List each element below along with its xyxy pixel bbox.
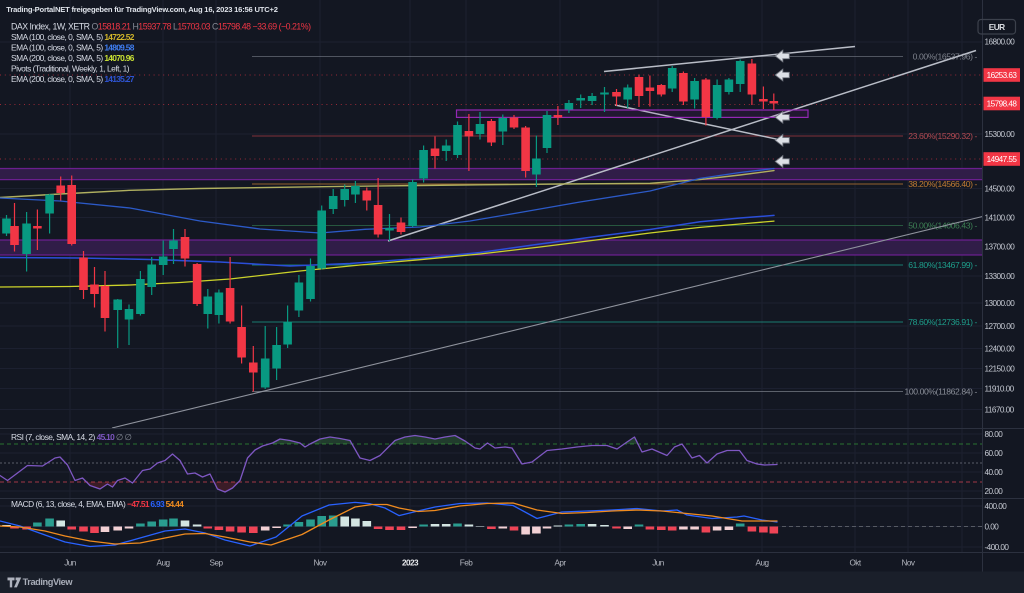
svg-text:12700.00: 12700.00 xyxy=(985,322,1016,331)
svg-text:Feb: Feb xyxy=(460,559,473,568)
svg-text:EMA (200, close, 0, SMA, 5) 1: EMA (200, close, 0, SMA, 5) 14135.27 xyxy=(11,74,135,84)
svg-text:12400.00: 12400.00 xyxy=(985,344,1016,353)
svg-text:12150.00: 12150.00 xyxy=(985,364,1016,373)
svg-text:400.00: 400.00 xyxy=(985,502,1008,511)
svg-text:0.00: 0.00 xyxy=(985,522,1000,531)
svg-text:50.00%(14006.43) -: 50.00%(14006.43) - xyxy=(908,221,977,231)
svg-text:13700.00: 13700.00 xyxy=(985,242,1016,251)
svg-text:Nov: Nov xyxy=(902,559,916,568)
svg-text:Jun: Jun xyxy=(652,559,665,568)
svg-text:Sep: Sep xyxy=(210,559,224,568)
svg-text:SMA (200, close, 0, SMA, 5) 1: SMA (200, close, 0, SMA, 5) 14070.96 xyxy=(11,53,135,63)
svg-text:14100.00: 14100.00 xyxy=(985,213,1016,222)
svg-text:TradingView: TradingView xyxy=(23,577,74,587)
svg-text:14500.00: 14500.00 xyxy=(985,184,1016,193)
svg-text:RSI (7, close, SMA, 14, 2) 45.: RSI (7, close, SMA, 14, 2) 45.10 ∅ ∅ xyxy=(11,432,132,442)
svg-text:-400.00: -400.00 xyxy=(985,543,1010,552)
svg-text:40.00: 40.00 xyxy=(985,468,1004,477)
svg-text:11910.00: 11910.00 xyxy=(985,384,1015,393)
svg-text:100.00%(11862.84) -: 100.00%(11862.84) - xyxy=(904,387,977,397)
svg-text:13000.00: 13000.00 xyxy=(985,299,1016,308)
svg-text:Nov: Nov xyxy=(314,559,328,568)
svg-text:11670.00: 11670.00 xyxy=(985,405,1015,414)
svg-text:16253.63: 16253.63 xyxy=(987,71,1018,80)
svg-text:Apr: Apr xyxy=(554,559,566,568)
svg-text:Aug: Aug xyxy=(157,559,171,568)
svg-text:DAX Index, 1W, XETR O15818.21: DAX Index, 1W, XETR O15818.21 H15937.78 … xyxy=(11,21,311,31)
svg-text:16800.00: 16800.00 xyxy=(985,38,1016,47)
svg-text:80.00: 80.00 xyxy=(985,430,1004,439)
svg-text:EUR: EUR xyxy=(989,22,1005,32)
svg-text:EMA (100, close, 0, SMA, 5) 1: EMA (100, close, 0, SMA, 5) 14809.58 xyxy=(11,42,135,52)
svg-text:Pivots (Traditional, Weekly, 1: Pivots (Traditional, Weekly, 1, Left, 1) xyxy=(11,63,130,73)
svg-text:14947.55: 14947.55 xyxy=(987,155,1018,164)
svg-text:0.00%(16537.96) -: 0.00%(16537.96) - xyxy=(913,52,978,62)
svg-text:38.20%(14566.40) -: 38.20%(14566.40) - xyxy=(908,179,977,189)
svg-text:Okt: Okt xyxy=(849,559,861,568)
svg-text:13300.00: 13300.00 xyxy=(985,272,1016,281)
svg-text:78.60%(12736.91) -: 78.60%(12736.91) - xyxy=(908,317,977,327)
svg-text:61.80%(13467.99) -: 61.80%(13467.99) - xyxy=(908,260,977,270)
svg-text:60.00: 60.00 xyxy=(985,449,1004,458)
svg-text:Jun: Jun xyxy=(64,559,77,568)
svg-text:23.60%(15290.32) -: 23.60%(15290.32) - xyxy=(908,131,977,141)
svg-text:15300.00: 15300.00 xyxy=(985,130,1016,139)
svg-text:15798.48: 15798.48 xyxy=(987,100,1018,109)
svg-text:MACD (6, 13, close, 4, EMA, EM: MACD (6, 13, close, 4, EMA, EMA) −47.51 … xyxy=(11,499,184,509)
svg-text:SMA (100, close, 0, SMA, 5) 1: SMA (100, close, 0, SMA, 5) 14722.52 xyxy=(11,32,135,42)
svg-text:Aug: Aug xyxy=(756,559,770,568)
svg-text:2023: 2023 xyxy=(402,559,419,568)
svg-text:20.00: 20.00 xyxy=(985,487,1004,496)
svg-text:Trading-PortalNET freigegeben: Trading-PortalNET freigegeben für Tradin… xyxy=(6,5,277,14)
